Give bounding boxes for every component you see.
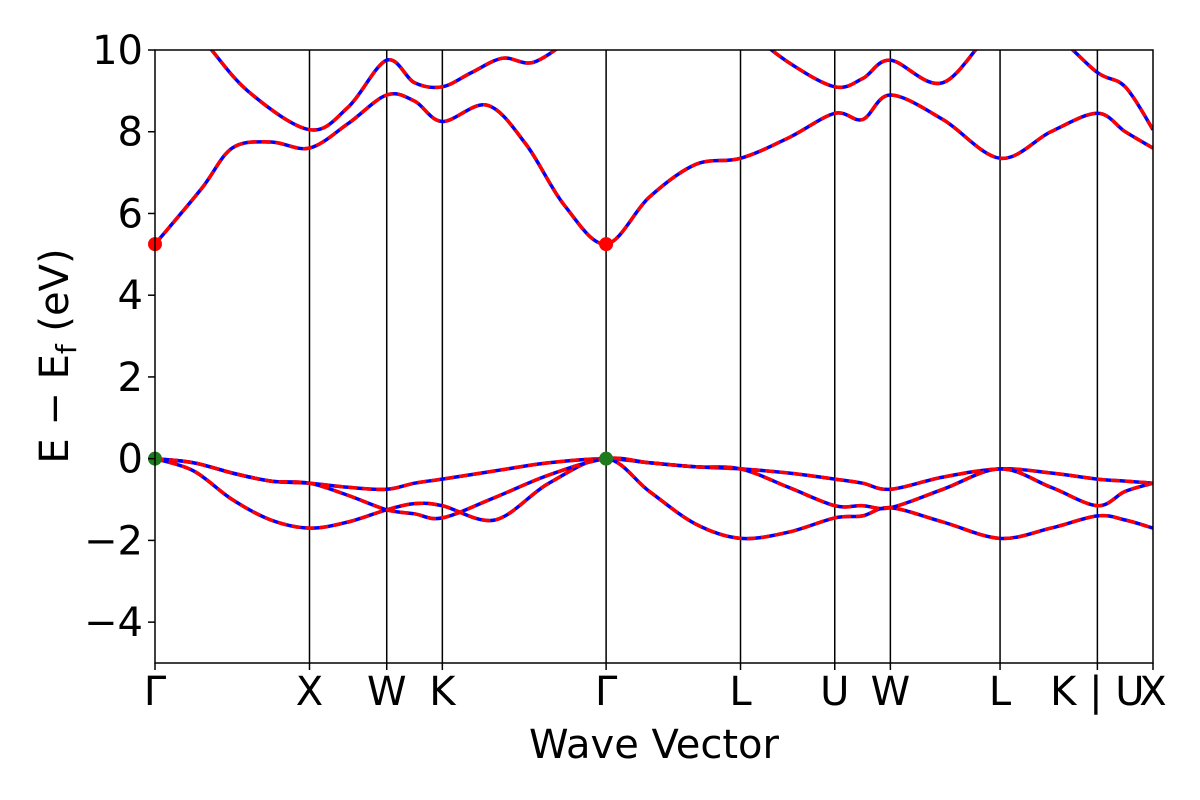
x-tick-label: W [367, 669, 407, 715]
bands-group [155, 50, 1153, 541]
y-tick-label: −4 [84, 600, 143, 646]
x-tick-label: K [429, 669, 457, 715]
x-tick-label: K | U [1050, 669, 1144, 715]
vbm-marker [599, 451, 614, 466]
y-tick-label: 6 [118, 191, 143, 237]
y-axis-title-subscript: f [50, 343, 83, 354]
y-tick-label: 8 [118, 110, 143, 156]
x-tick-label: U [820, 669, 849, 715]
x-tick-label: Γ [144, 669, 167, 715]
x-tick-label: Γ [595, 669, 618, 715]
band-line-dashed-4 [155, 456, 1153, 541]
y-axis-title: E − Ef (eV) [32, 248, 83, 463]
y-tick-label: 2 [118, 355, 143, 401]
cbm-marker [599, 237, 614, 252]
x-tick-label: L [989, 669, 1012, 715]
y-axis-title-main: E − E [32, 354, 78, 464]
band-edge-markers [148, 237, 614, 466]
y-tick-label: 10 [92, 28, 143, 74]
y-tick-label: −2 [84, 518, 143, 564]
y-tick-label: 4 [118, 273, 143, 319]
y-axis-ticks: −4 −2 0 2 4 6 8 10 [84, 28, 155, 646]
x-tick-label: X [1139, 669, 1166, 715]
y-tick-label: 0 [118, 437, 143, 483]
x-tick-label: L [729, 669, 752, 715]
y-axis-title-unit: (eV) [32, 248, 78, 344]
x-tick-label: X [296, 669, 323, 715]
band-line-dashed-1 [209, 50, 559, 132]
plot-background [155, 50, 1153, 663]
band-line-dashed-5 [155, 456, 1153, 521]
band-line-dashed-2 [768, 50, 1153, 131]
plot-frame [154, 49, 1154, 664]
x-tick-label: W [871, 669, 911, 715]
band-line-dashed-0 [155, 91, 1153, 246]
x-axis-title: Wave Vector [529, 722, 780, 768]
high-symmetry-lines [308, 50, 1099, 663]
